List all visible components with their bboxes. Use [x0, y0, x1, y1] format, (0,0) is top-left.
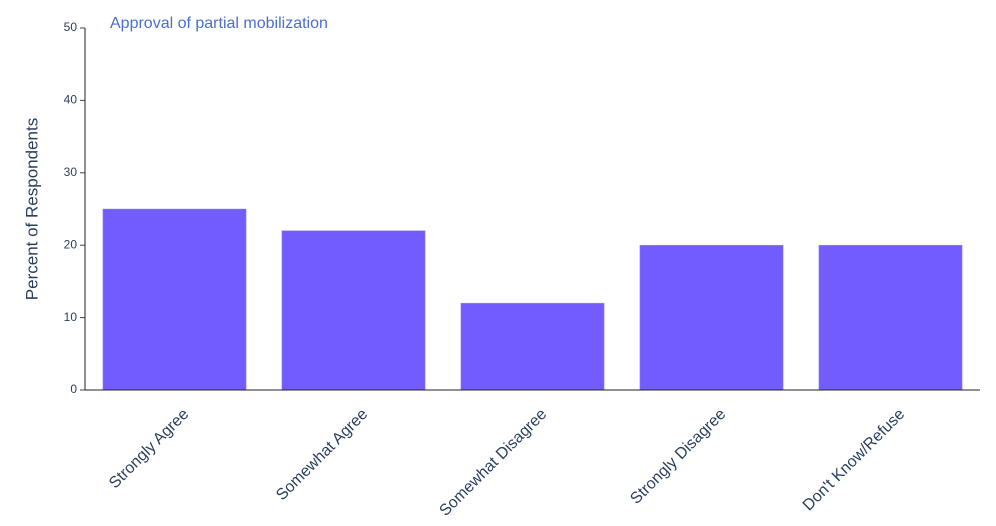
x-tick-label: Somewhat Agree [273, 406, 371, 504]
x-tick-label: Somewhat Disagree [436, 406, 550, 520]
y-tick-label: 20 [64, 237, 78, 251]
bar [818, 244, 963, 391]
y-tick-label: 30 [64, 165, 78, 179]
x-tick-label: Don't Know/Refuse [800, 406, 909, 515]
x-tick-label: Strongly Agree [106, 406, 192, 492]
bar [281, 230, 426, 391]
bar [102, 208, 247, 391]
y-tick-label: 0 [70, 382, 77, 396]
y-tick-label: 10 [64, 310, 78, 324]
bar [639, 244, 784, 391]
y-tick-label: 50 [64, 20, 78, 34]
y-tick-label: 40 [64, 93, 78, 107]
x-tick-label: Strongly Disagree [627, 406, 729, 508]
y-axis-label: Percent of Respondents [22, 118, 41, 300]
bar [460, 302, 605, 391]
chart-title: Approval of partial mobilization [110, 15, 328, 32]
